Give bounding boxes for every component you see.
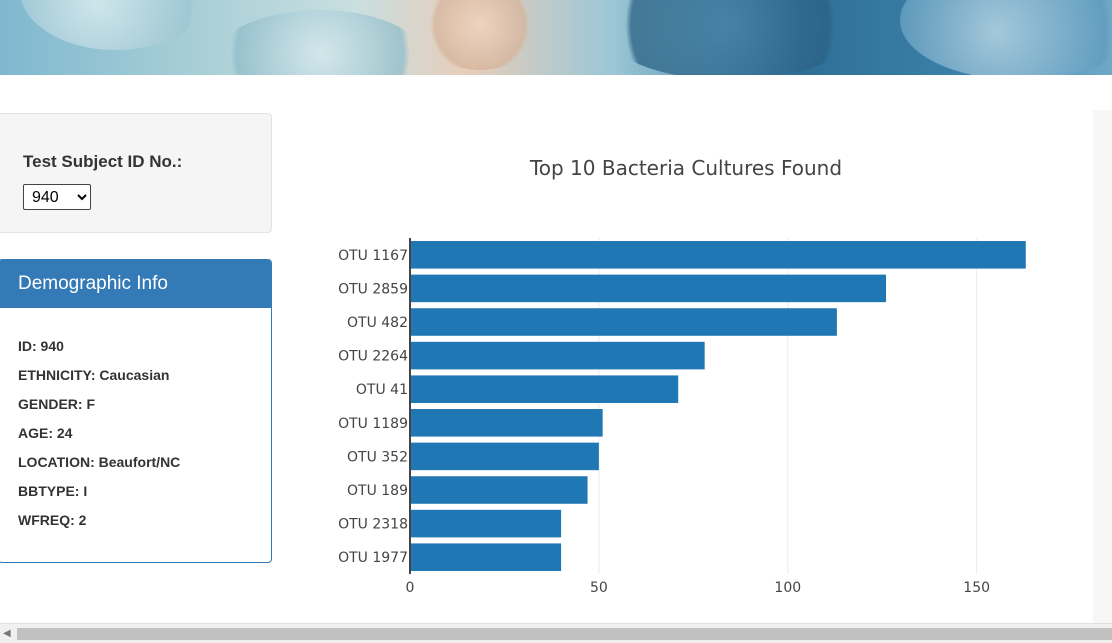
bar[interactable]	[410, 442, 599, 471]
chart-title: Top 10 Bacteria Cultures Found	[529, 156, 842, 180]
x-tick-label: 0	[406, 580, 415, 596]
x-tick-label: 150	[963, 580, 990, 596]
y-tick-label: OTU 2859	[338, 281, 408, 297]
subject-id-select[interactable]: 940	[23, 184, 91, 210]
bar[interactable]	[410, 375, 679, 403]
subject-selector-panel: Test Subject ID No.: 940	[0, 113, 272, 233]
demographic-info-panel: Demographic Info ID: 940 ETHNICITY: Cauca…	[0, 259, 272, 563]
demographic-item: WFREQ: 2	[18, 512, 87, 528]
bar[interactable]	[410, 274, 886, 303]
bacteria-image-blob	[900, 0, 1112, 75]
y-tick-label: OTU 189	[347, 483, 408, 499]
bar[interactable]	[410, 341, 705, 370]
y-tick-label: OTU 482	[347, 315, 408, 331]
demographic-item: LOCATION: Beaufort/NC	[18, 454, 181, 470]
subject-selector-label: Test Subject ID No.:	[23, 152, 183, 171]
scroll-left-arrow-icon[interactable]: ◀	[3, 628, 11, 639]
bar-chart: Top 10 Bacteria Cultures Found 0 50 100 150 O…	[338, 156, 1026, 596]
bar-chart-container: Top 10 Bacteria Cultures Found 0 50 100 150 O…	[290, 110, 1090, 620]
x-tick-label: 100	[774, 580, 801, 596]
y-tick-label: OTU 1189	[338, 416, 408, 432]
horizontal-scrollbar[interactable]: ◀	[0, 623, 1112, 643]
y-tick-label: OTU 2318	[338, 517, 408, 533]
bar[interactable]	[410, 543, 562, 571]
bar[interactable]	[410, 509, 562, 538]
bar[interactable]	[410, 476, 588, 504]
scrollbar-thumb[interactable]	[17, 628, 1112, 640]
bacteria-image-blob	[210, 10, 430, 75]
demographic-item: ETHNICITY: Caucasian	[18, 367, 170, 383]
bacteria-image-blob	[600, 0, 860, 75]
y-tick-label: OTU 1167	[338, 248, 408, 264]
bacteria-image-blob	[20, 0, 210, 50]
right-gutter	[1093, 110, 1112, 623]
bar[interactable]	[410, 308, 837, 336]
bar[interactable]	[410, 241, 1026, 269]
header-banner	[0, 0, 1112, 75]
demographic-info-list: ID: 940 ETHNICITY: Caucasian GENDER: F AGE:…	[0, 308, 271, 538]
demographic-info-title: Demographic Info	[0, 260, 271, 308]
x-tick-label: 50	[590, 580, 608, 596]
demographic-item: BBTYPE: I	[18, 483, 88, 499]
bar[interactable]	[410, 409, 603, 437]
y-tick-label: OTU 2264	[338, 349, 408, 365]
y-tick-label: OTU 1977	[338, 550, 408, 566]
y-tick-label: OTU 41	[356, 382, 408, 398]
demographic-item: GENDER: F	[18, 396, 95, 412]
y-tick-label: OTU 352	[347, 449, 408, 465]
bacteria-image-blob	[420, 0, 540, 70]
demographic-item: AGE: 24	[18, 425, 73, 441]
demographic-item: ID: 940	[18, 338, 64, 354]
